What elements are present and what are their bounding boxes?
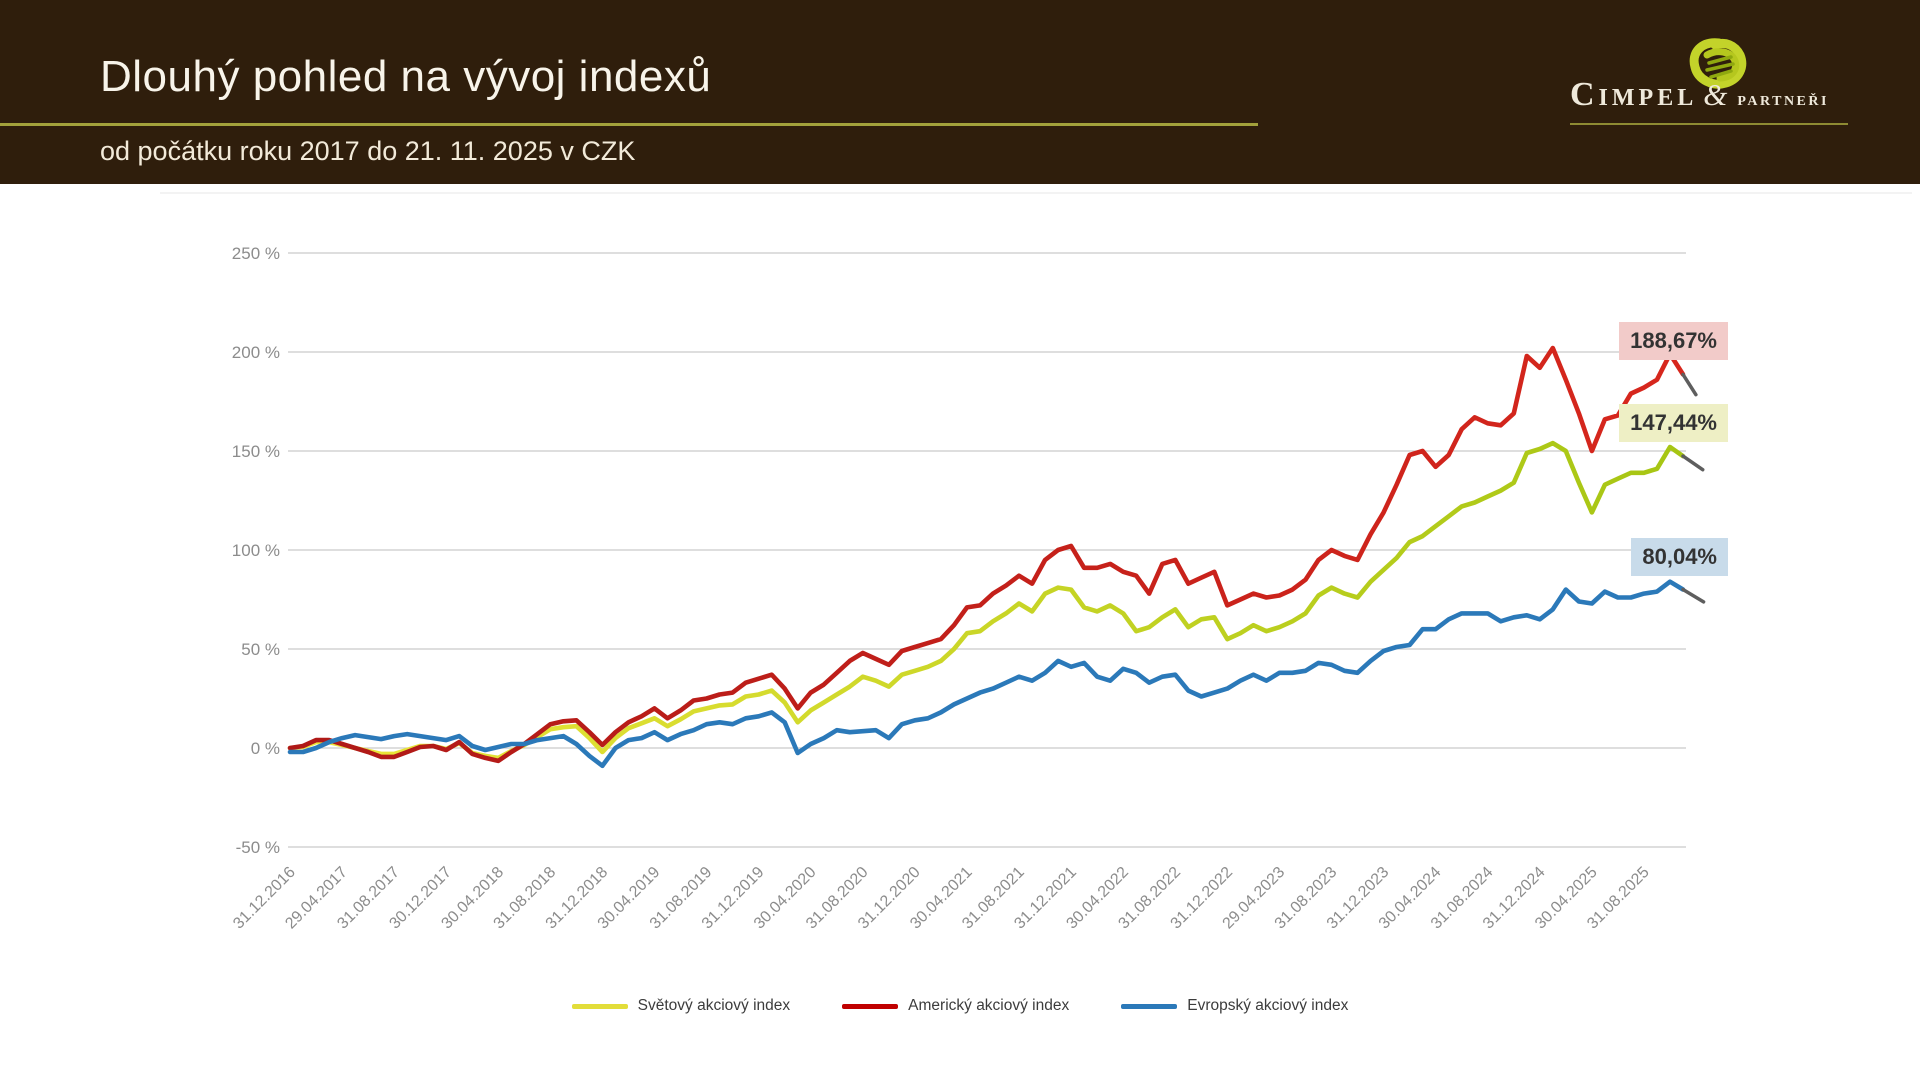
title-underline xyxy=(0,123,1258,126)
page-title: Dlouhý pohled na vývoj indexů xyxy=(100,52,712,101)
svg-text:50 %: 50 % xyxy=(241,640,280,659)
logo-ampersand: & xyxy=(1703,77,1728,112)
svg-text:100 %: 100 % xyxy=(232,541,280,560)
svg-text:150 %: 150 % xyxy=(232,442,280,461)
world-index-line-swatch xyxy=(571,1003,628,1009)
legend-label: Evropský akciový index xyxy=(1187,997,1349,1014)
tree-scribble-icon xyxy=(1689,38,1747,89)
european-index-end-value: 80,04% xyxy=(1631,537,1728,576)
chart-legend: Světový akciový index Americký akciový i… xyxy=(0,997,1920,1015)
american-index-line-swatch xyxy=(842,1003,899,1009)
slide-header: Dlouhý pohled na vývoj indexů od počátku… xyxy=(0,0,1920,184)
company-logo: Cimpel & partneři xyxy=(1570,38,1858,132)
world-index-end-value: 147,44% xyxy=(1619,404,1728,443)
svg-text:250 %: 250 % xyxy=(232,244,280,263)
svg-text:-50 %: -50 % xyxy=(236,838,280,857)
european-index-line-swatch xyxy=(1121,1003,1178,1009)
page-subtitle: od počátku roku 2017 do 21. 11. 2025 v C… xyxy=(100,136,636,166)
svg-text:200 %: 200 % xyxy=(232,343,280,362)
svg-text:0 %: 0 % xyxy=(251,739,280,758)
american-index-end-value: 188,67% xyxy=(1619,322,1728,361)
legend-label: Světový akciový index xyxy=(637,997,791,1014)
legend-label: Americký akciový index xyxy=(908,997,1070,1014)
logo-name: Cimpel xyxy=(1570,76,1698,113)
logo-suffix: partneři xyxy=(1737,88,1829,110)
legend-item-world-index: Světový akciový index xyxy=(571,997,791,1015)
legend-item-american-index: Americký akciový index xyxy=(842,997,1069,1015)
logo-underline xyxy=(1570,123,1848,125)
legend-item-european-index: Evropský akciový index xyxy=(1121,997,1348,1015)
